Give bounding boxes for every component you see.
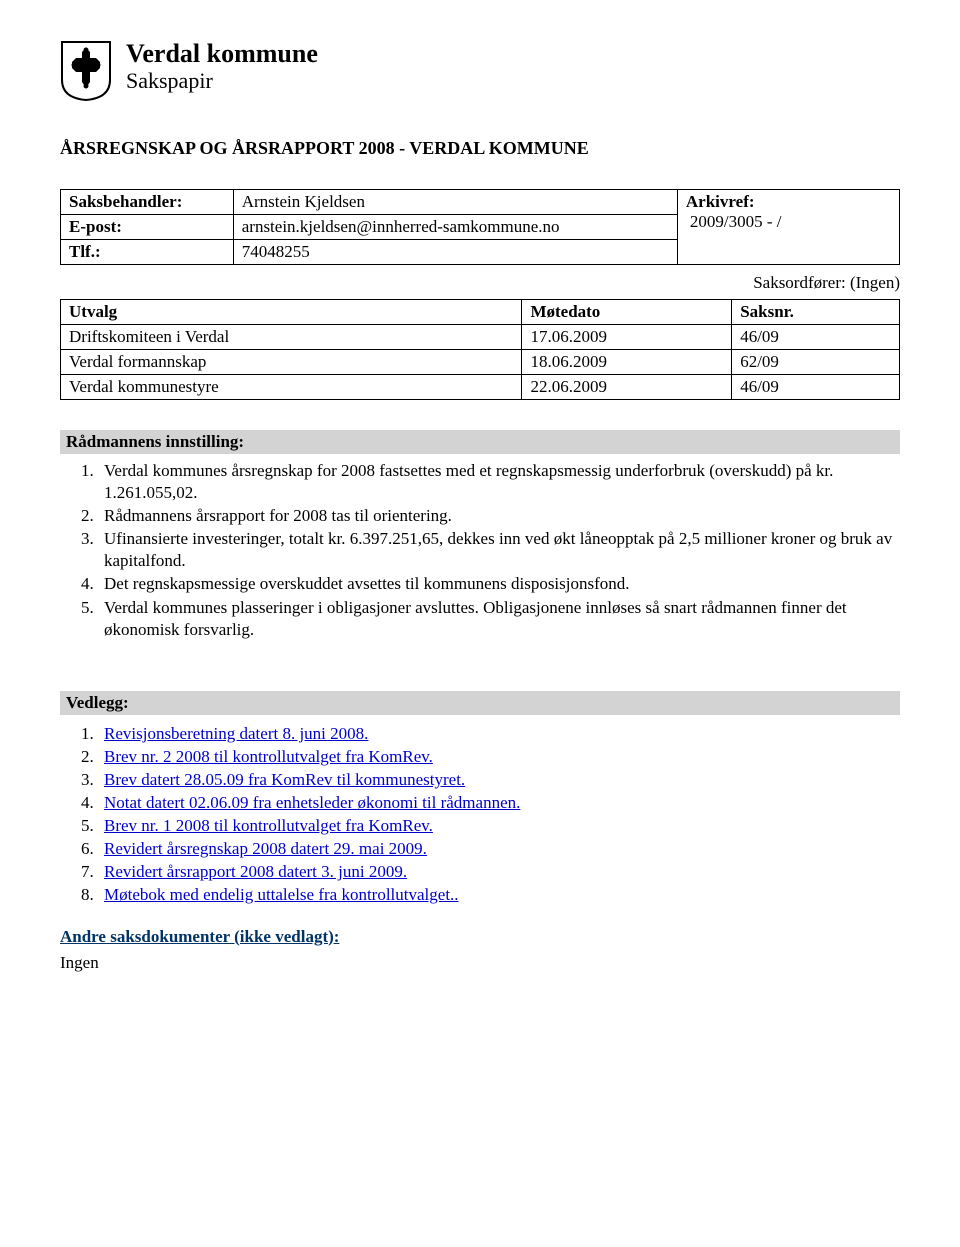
attachment-link[interactable]: Brev nr. 2 2008 til kontrollutvalget fra… xyxy=(104,747,433,766)
municipality-logo xyxy=(60,40,112,102)
list-item: Brev nr. 1 2008 til kontrollutvalget fra… xyxy=(98,815,900,837)
utvalg-cell: 46/09 xyxy=(732,375,900,400)
document-header: Verdal kommune Sakspapir xyxy=(60,40,900,102)
innstilling-heading: Rådmannens innstilling: xyxy=(60,430,900,454)
vedlegg-list: Revisjonsberetning datert 8. juni 2008. … xyxy=(98,723,900,907)
attachment-link[interactable]: Møtebok med endelig uttalelse fra kontro… xyxy=(104,885,459,904)
innstilling-list: Verdal kommunes årsregnskap for 2008 fas… xyxy=(98,460,900,641)
doc-type: Sakspapir xyxy=(126,69,318,93)
list-item: Det regnskapsmessige overskuddet avsette… xyxy=(98,573,900,595)
utvalg-header-2: Saksnr. xyxy=(732,300,900,325)
utvalg-cell: 18.06.2009 xyxy=(522,350,732,375)
list-item: Notat datert 02.06.09 fra enhetsleder øk… xyxy=(98,792,900,814)
attachment-link[interactable]: Revidert årsregnskap 2008 datert 29. mai… xyxy=(104,839,427,858)
header-text: Verdal kommune Sakspapir xyxy=(126,40,318,93)
utvalg-cell: 22.06.2009 xyxy=(522,375,732,400)
utvalg-cell: Verdal kommunestyre xyxy=(61,375,522,400)
label-epost: E-post: xyxy=(61,215,234,240)
list-item: Revidert årsrapport 2008 datert 3. juni … xyxy=(98,861,900,883)
saksordforer: Saksordfører: (Ingen) xyxy=(60,265,900,299)
list-item: Revidert årsregnskap 2008 datert 29. mai… xyxy=(98,838,900,860)
list-item: Brev nr. 2 2008 til kontrollutvalget fra… xyxy=(98,746,900,768)
value-arkivref: 2009/3005 - / xyxy=(686,212,891,232)
value-saksbehandler: Arnstein Kjeldsen xyxy=(233,190,677,215)
list-item: Revisjonsberetning datert 8. juni 2008. xyxy=(98,723,900,745)
value-epost: arnstein.kjeldsen@innherred-samkommune.n… xyxy=(233,215,677,240)
utvalg-header-0: Utvalg xyxy=(61,300,522,325)
arkivref-cell: Arkivref: 2009/3005 - / xyxy=(677,190,899,265)
vedlegg-heading: Vedlegg: xyxy=(60,691,900,715)
attachment-link[interactable]: Revidert årsrapport 2008 datert 3. juni … xyxy=(104,862,407,881)
org-name: Verdal kommune xyxy=(126,40,318,69)
andre-value: Ingen xyxy=(60,953,900,973)
value-tlf: 74048255 xyxy=(233,240,677,265)
utvalg-cell: 62/09 xyxy=(732,350,900,375)
table-row: Verdal formannskap 18.06.2009 62/09 xyxy=(61,350,900,375)
list-item: Verdal kommunes årsregnskap for 2008 fas… xyxy=(98,460,900,504)
utvalg-header-1: Møtedato xyxy=(522,300,732,325)
table-row: Verdal kommunestyre 22.06.2009 46/09 xyxy=(61,375,900,400)
list-item: Møtebok med endelig uttalelse fra kontro… xyxy=(98,884,900,906)
document-title: ÅRSREGNSKAP OG ÅRSRAPPORT 2008 - VERDAL … xyxy=(60,138,900,159)
attachment-link[interactable]: Brev datert 28.05.09 fra KomRev til komm… xyxy=(104,770,465,789)
table-row: Driftskomiteen i Verdal 17.06.2009 46/09 xyxy=(61,325,900,350)
attachment-link[interactable]: Notat datert 02.06.09 fra enhetsleder øk… xyxy=(104,793,520,812)
list-item: Rådmannens årsrapport for 2008 tas til o… xyxy=(98,505,900,527)
andre-heading: Andre saksdokumenter (ikke vedlagt): xyxy=(60,927,900,947)
utvalg-cell: Verdal formannskap xyxy=(61,350,522,375)
label-arkivref: Arkivref: xyxy=(686,192,891,212)
utvalg-table: Utvalg Møtedato Saksnr. Driftskomiteen i… xyxy=(60,299,900,400)
label-tlf: Tlf.: xyxy=(61,240,234,265)
utvalg-cell: 17.06.2009 xyxy=(522,325,732,350)
label-saksbehandler: Saksbehandler: xyxy=(61,190,234,215)
attachment-link[interactable]: Revisjonsberetning datert 8. juni 2008. xyxy=(104,724,368,743)
meta-table: Saksbehandler: Arnstein Kjeldsen Arkivre… xyxy=(60,189,900,265)
utvalg-cell: 46/09 xyxy=(732,325,900,350)
attachment-link[interactable]: Brev nr. 1 2008 til kontrollutvalget fra… xyxy=(104,816,433,835)
list-item: Verdal kommunes plasseringer i obligasjo… xyxy=(98,597,900,641)
list-item: Ufinansierte investeringer, totalt kr. 6… xyxy=(98,528,900,572)
list-item: Brev datert 28.05.09 fra KomRev til komm… xyxy=(98,769,900,791)
utvalg-cell: Driftskomiteen i Verdal xyxy=(61,325,522,350)
